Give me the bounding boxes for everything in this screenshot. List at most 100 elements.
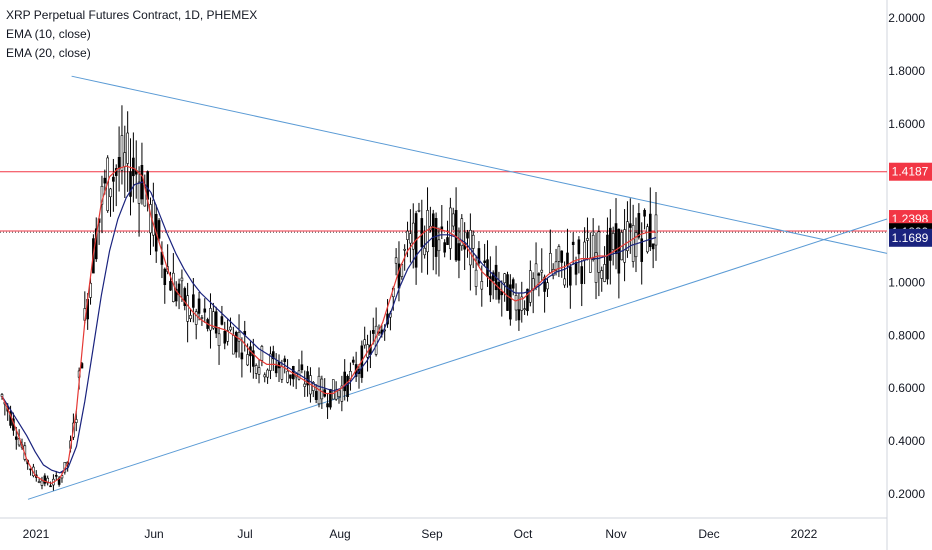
candle-body xyxy=(320,378,324,400)
candle-body xyxy=(614,223,618,255)
candle-body xyxy=(260,346,264,361)
candle-body xyxy=(529,270,532,303)
candle-body xyxy=(491,272,495,282)
candle-body xyxy=(212,311,215,329)
legend-ema10: EMA (10, close) xyxy=(6,27,91,41)
candle-body xyxy=(117,157,121,169)
candle-body xyxy=(586,238,589,241)
candle-body xyxy=(209,308,212,331)
candle-body xyxy=(272,351,275,360)
candle-body xyxy=(194,311,198,325)
candle-body xyxy=(109,188,112,198)
candle-body xyxy=(123,152,127,167)
candle-body xyxy=(326,403,329,408)
candle-body xyxy=(183,288,187,306)
candle-body xyxy=(543,276,546,292)
candle-body xyxy=(371,330,375,334)
x-tick-label: Nov xyxy=(605,527,626,541)
candle-body xyxy=(466,232,469,239)
candle-body xyxy=(403,248,406,251)
candle-body xyxy=(351,359,355,363)
candle-body xyxy=(520,296,524,311)
candle-body xyxy=(274,365,278,374)
candle-body xyxy=(628,223,632,228)
candle-body xyxy=(503,273,506,284)
candle-body xyxy=(40,480,44,486)
chart-legend: XRP Perpetual Futures Contract, 1D, PHEM… xyxy=(6,6,257,63)
candle-body xyxy=(637,213,641,238)
x-tick-label: Jun xyxy=(144,527,163,541)
candle-body xyxy=(560,250,564,263)
candle-body xyxy=(606,234,609,280)
candle-body xyxy=(474,269,478,287)
x-tick-label: 2022 xyxy=(791,527,818,541)
candle-body xyxy=(623,229,626,263)
x-tick-label: 2021 xyxy=(23,527,50,541)
candle-body xyxy=(337,390,341,398)
candle-body xyxy=(223,330,227,344)
candle-body xyxy=(651,243,655,250)
candle-body xyxy=(597,231,601,273)
candle-body xyxy=(74,419,78,423)
ema20-line xyxy=(1,181,657,474)
price-label: 1.4187 xyxy=(892,165,929,179)
candle-body xyxy=(197,298,201,314)
candle-body xyxy=(263,374,267,378)
candle-body xyxy=(420,218,424,248)
candle-body xyxy=(589,257,592,273)
candle-body xyxy=(217,333,221,346)
candle-body xyxy=(343,371,347,392)
candle-body xyxy=(229,326,232,331)
candle-body xyxy=(289,374,292,379)
candle-body xyxy=(477,248,481,264)
candle-body xyxy=(609,227,612,261)
candle-body xyxy=(269,353,272,371)
price-label-box xyxy=(889,162,932,181)
candle-body xyxy=(346,375,349,398)
candle-body xyxy=(89,282,92,298)
candle-body xyxy=(120,135,124,171)
candle-body xyxy=(443,242,446,253)
candle-body xyxy=(54,475,58,477)
candle-body xyxy=(603,264,606,282)
candle-body xyxy=(152,199,155,236)
candle-body xyxy=(557,246,561,262)
candle-body xyxy=(457,243,461,261)
candle-body xyxy=(126,132,129,164)
candle-body xyxy=(631,225,635,262)
candle-body xyxy=(200,317,204,319)
candle-body xyxy=(540,269,544,273)
candle-body xyxy=(37,481,41,483)
candle-body xyxy=(203,308,207,313)
candle-body xyxy=(640,238,644,262)
candle-body xyxy=(237,331,241,342)
candle-body xyxy=(523,308,526,310)
candle-body xyxy=(460,218,464,246)
x-tick-label: Oct xyxy=(514,527,533,541)
candle-body xyxy=(537,273,541,276)
candle-body xyxy=(286,370,289,383)
x-tick-label: Aug xyxy=(329,527,350,541)
candle-body xyxy=(43,475,47,484)
candle-body xyxy=(306,371,309,386)
candle-body xyxy=(254,365,258,374)
candle-body xyxy=(571,241,575,245)
candle-body xyxy=(232,335,235,355)
candle-body xyxy=(340,385,344,402)
ema10-line xyxy=(1,165,656,485)
y-tick-label: 2.0000 xyxy=(888,11,925,25)
candle-body xyxy=(46,477,49,484)
candle-body xyxy=(506,274,509,311)
candle-body xyxy=(314,391,318,400)
candle-body xyxy=(480,281,484,290)
candle-body xyxy=(440,226,444,230)
candle-body xyxy=(0,394,4,397)
x-tick-label: Jul xyxy=(237,527,252,541)
candle-body xyxy=(566,252,569,266)
candle-body xyxy=(174,288,178,302)
candle-body xyxy=(303,383,307,387)
y-tick-label: 0.2000 xyxy=(888,487,925,501)
candle-body xyxy=(454,210,458,261)
candle-body xyxy=(331,379,335,400)
